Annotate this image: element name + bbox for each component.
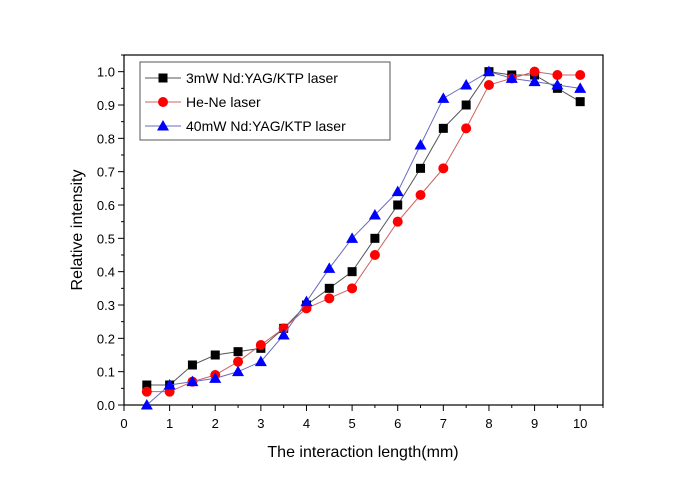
data-point xyxy=(461,123,472,134)
data-point xyxy=(461,100,471,110)
data-point xyxy=(482,65,495,77)
y-tick-label: 0.1 xyxy=(97,365,115,380)
x-tick-label: 0 xyxy=(120,416,127,431)
data-point xyxy=(210,350,220,360)
legend-label: He-Ne laser xyxy=(186,94,261,110)
data-point xyxy=(347,283,358,294)
legend-label: 40mW Nd:YAG/KTP laser xyxy=(186,118,346,134)
data-point xyxy=(347,267,357,277)
data-point xyxy=(416,163,426,173)
y-tick-label: 0.0 xyxy=(97,398,115,413)
data-point xyxy=(574,82,587,93)
data-point xyxy=(254,355,267,367)
legend-marker xyxy=(158,97,168,107)
data-point xyxy=(391,185,404,197)
data-point xyxy=(255,340,266,350)
data-point xyxy=(414,139,427,150)
data-point xyxy=(438,163,449,174)
data-point xyxy=(209,372,222,383)
data-point xyxy=(324,283,334,293)
data-point xyxy=(324,293,335,304)
data-point xyxy=(233,347,243,357)
y-tick-label: 0.7 xyxy=(97,165,115,180)
y-tick-label: 0.9 xyxy=(97,98,115,113)
data-point xyxy=(277,329,290,340)
y-tick-label: 0.6 xyxy=(97,198,115,213)
data-point xyxy=(370,233,380,243)
data-point xyxy=(368,209,381,220)
data-point xyxy=(528,75,541,87)
y-tick-label: 0.2 xyxy=(97,331,115,346)
legend-box xyxy=(139,61,391,141)
data-point xyxy=(300,295,313,307)
data-point xyxy=(346,232,359,243)
data-point xyxy=(393,200,403,210)
data-point xyxy=(163,379,176,390)
data-point xyxy=(323,262,336,273)
x-tick-label: 5 xyxy=(348,416,355,431)
data-point xyxy=(415,190,426,200)
data-point xyxy=(552,70,563,80)
legend-label: 3mW Nd:YAG/KTP laser xyxy=(186,70,338,86)
data-point xyxy=(551,79,564,90)
x-tick-label: 9 xyxy=(531,416,538,431)
data-point xyxy=(392,216,403,227)
data-point xyxy=(187,360,197,370)
y-tick-label: 0.5 xyxy=(97,231,115,246)
series-line xyxy=(146,71,581,406)
data-point xyxy=(505,72,518,83)
legend: 3mW Nd:YAG/KTP laser He-Ne laser 40mW Nd:Y… xyxy=(139,61,391,141)
data-point xyxy=(186,375,199,387)
x-tick-label: 7 xyxy=(440,416,447,431)
data-point xyxy=(438,123,448,133)
legend-marker xyxy=(157,120,169,131)
series-2 xyxy=(140,65,587,410)
y-axis-label: Relative intensity xyxy=(69,170,86,291)
data-point xyxy=(529,66,540,77)
x-tick-label: 2 xyxy=(212,416,219,431)
data-point xyxy=(232,365,245,377)
data-point xyxy=(437,92,450,103)
data-point xyxy=(233,356,244,367)
x-tick-label: 1 xyxy=(166,416,173,431)
plot-frame xyxy=(123,54,604,406)
data-point xyxy=(575,97,585,107)
y-tick-label: 1.0 xyxy=(97,65,115,80)
x-axis-label: The interaction length(mm) xyxy=(267,444,458,461)
data-point xyxy=(460,79,473,90)
x-tick-label: 10 xyxy=(573,416,587,431)
y-tick-label: 0.4 xyxy=(97,265,115,280)
data-point xyxy=(141,386,152,397)
data-point xyxy=(369,250,380,260)
legend-marker xyxy=(158,73,168,83)
data-point xyxy=(140,399,153,410)
x-tick-label: 6 xyxy=(394,416,401,431)
x-tick-label: 8 xyxy=(485,416,492,431)
data-point xyxy=(575,70,586,80)
data-point xyxy=(142,380,152,390)
x-tick-label: 4 xyxy=(303,416,310,431)
y-tick-label: 0.8 xyxy=(97,131,115,146)
y-tick-label: 0.3 xyxy=(97,298,115,313)
x-tick-label: 3 xyxy=(257,416,264,431)
data-point xyxy=(483,80,494,90)
